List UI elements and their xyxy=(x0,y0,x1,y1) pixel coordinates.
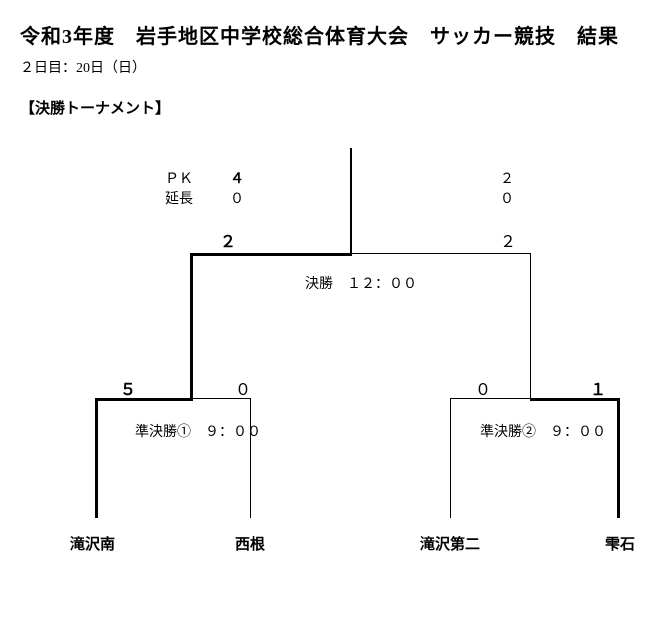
bracket-line xyxy=(450,398,451,518)
sf-left-score-b: ０ xyxy=(235,376,251,400)
bracket-line xyxy=(190,253,193,401)
team-3: 滝沢第二 xyxy=(420,533,480,554)
bracket-line xyxy=(450,398,530,399)
bracket-line xyxy=(190,398,250,399)
bracket-line xyxy=(530,398,620,401)
et-label: 延長 xyxy=(165,188,193,208)
sf-left-score-a: ５ xyxy=(120,376,136,400)
final-score-left: ２ xyxy=(220,228,236,252)
team-1: 滝沢南 xyxy=(70,533,115,554)
bracket-line xyxy=(250,398,251,518)
sf-left-label: 準決勝① ９：００ xyxy=(135,421,261,441)
bracket-line xyxy=(530,253,531,398)
bracket-diagram: ＰＫ ４ 延長 ０ ２ ２ ０ ２ 決勝 １２：００ ５ ０ 準決勝① ９：００… xyxy=(20,138,640,568)
pk-label: ＰＫ xyxy=(165,168,193,188)
bracket-line xyxy=(350,253,530,254)
pk-right: ２ xyxy=(500,168,514,188)
et-left: ０ xyxy=(230,188,244,208)
sf-right-label: 準決勝② ９：００ xyxy=(480,421,606,441)
pk-left: ４ xyxy=(230,168,244,188)
final-score-right: ２ xyxy=(500,228,516,252)
sf-right-score-b: １ xyxy=(590,376,606,400)
bracket-line xyxy=(350,148,352,253)
bracket-line xyxy=(95,398,98,518)
et-right: ０ xyxy=(500,188,514,208)
page-subtitle: ２日目：20日（日） xyxy=(20,57,641,77)
team-2: 西根 xyxy=(235,533,265,554)
final-label: 決勝 １２：００ xyxy=(305,273,417,293)
bracket-line xyxy=(95,398,193,401)
page-title: 令和3年度 岩手地区中学校総合体育大会 サッカー競技 結果 xyxy=(20,20,641,49)
bracket-line xyxy=(190,253,352,256)
bracket-line xyxy=(617,398,620,518)
sf-right-score-a: ０ xyxy=(475,376,491,400)
section-label: 【決勝トーナメント】 xyxy=(20,97,641,118)
team-4: 雫石 xyxy=(605,533,635,554)
